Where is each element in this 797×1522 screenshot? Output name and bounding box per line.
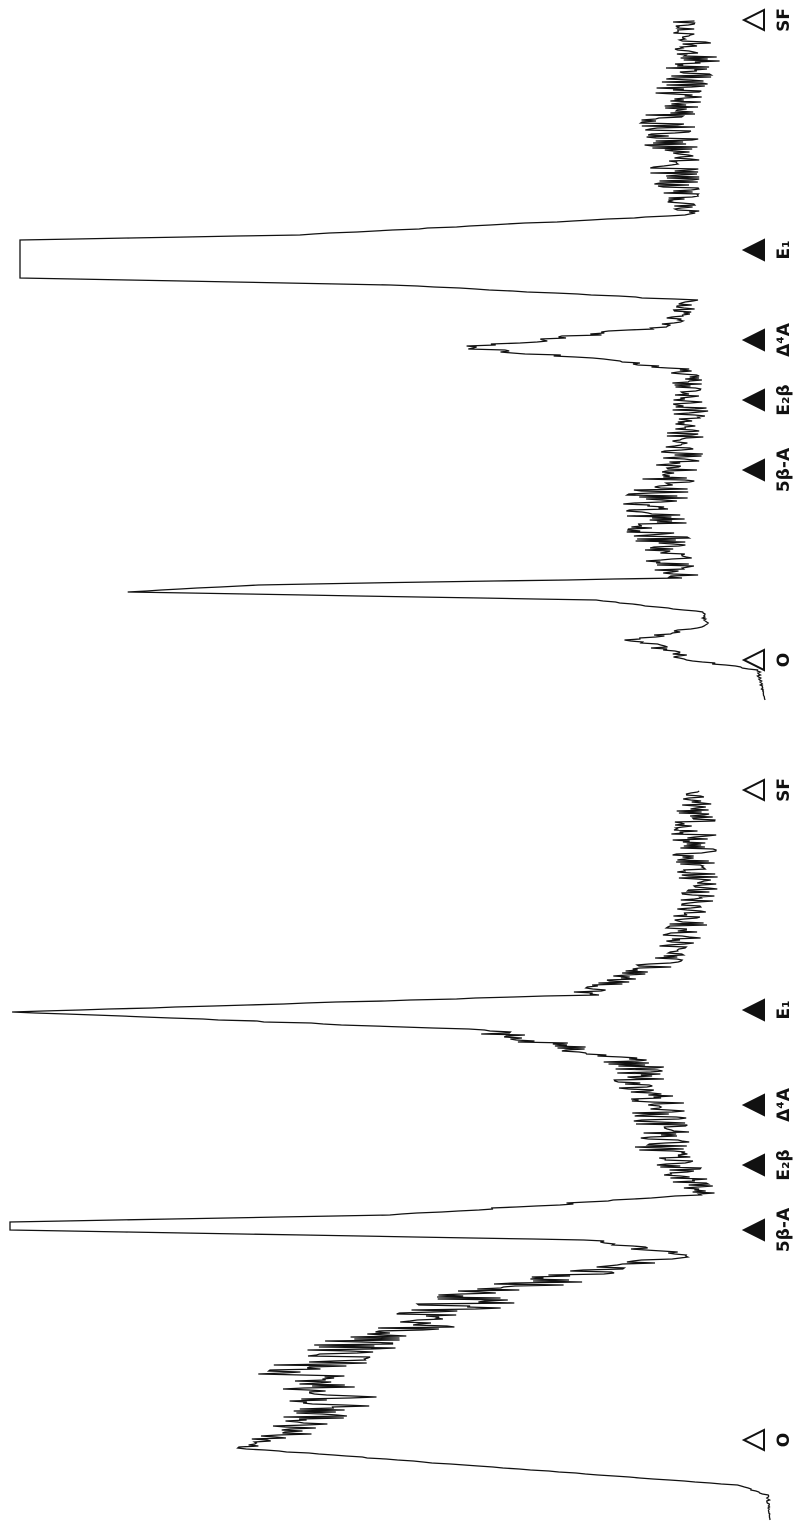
marker-triangle xyxy=(741,328,765,352)
marker-label: Δ⁴A xyxy=(774,322,794,357)
marker-triangle xyxy=(741,1428,765,1452)
marker-triangle xyxy=(741,998,765,1022)
marker-label: SF xyxy=(774,778,794,802)
marker-label: Δ⁴A xyxy=(774,1087,794,1122)
marker-triangle xyxy=(741,1153,765,1177)
marker-label: E₁ xyxy=(774,240,794,259)
marker-triangle xyxy=(741,1093,765,1117)
trace xyxy=(19,20,766,701)
marker-triangle xyxy=(741,648,765,672)
marker-label: O xyxy=(774,1433,794,1447)
marker-label: E₁ xyxy=(774,1000,794,1019)
marker-triangle xyxy=(741,458,765,482)
marker-label: O xyxy=(774,653,794,667)
marker-triangle xyxy=(741,1218,765,1242)
marker-triangle xyxy=(741,8,765,32)
marker-triangle xyxy=(741,778,765,802)
marker-triangle xyxy=(741,388,765,412)
trace xyxy=(9,790,772,1521)
marker-triangle xyxy=(741,238,765,262)
marker-label: SF xyxy=(774,8,794,32)
marker-label: E₂β xyxy=(774,384,794,415)
marker-label: 5β-A xyxy=(774,447,794,492)
marker-label: E₂β xyxy=(774,1149,794,1180)
marker-label: 5β-A xyxy=(774,1207,794,1252)
